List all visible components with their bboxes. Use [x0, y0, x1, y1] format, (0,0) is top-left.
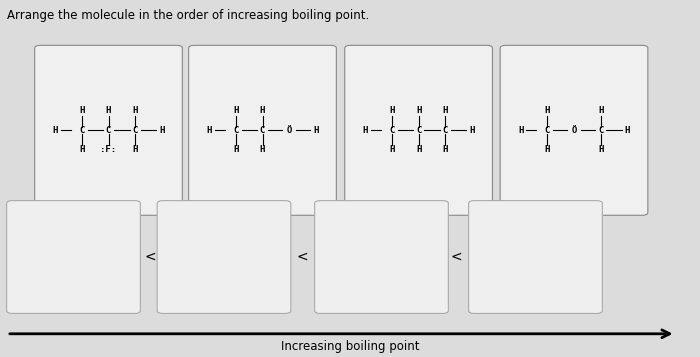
FancyBboxPatch shape [500, 45, 648, 215]
Text: C: C [260, 126, 265, 135]
Text: :F:: :F: [100, 145, 117, 155]
Text: H: H [389, 106, 395, 115]
Text: H: H [545, 106, 550, 115]
Text: H: H [79, 106, 85, 115]
Text: H: H [416, 106, 421, 115]
Text: H: H [416, 145, 421, 155]
Text: Arrange the molecule in the order of increasing boiling point.: Arrange the molecule in the order of inc… [7, 9, 370, 22]
Text: Ö: Ö [571, 126, 577, 135]
FancyBboxPatch shape [315, 201, 449, 313]
Text: Increasing boiling point: Increasing boiling point [281, 341, 419, 353]
Text: H: H [313, 126, 319, 135]
Text: H: H [442, 106, 448, 115]
Text: H: H [363, 126, 368, 135]
Text: <: < [145, 250, 156, 264]
Text: H: H [132, 106, 138, 115]
Text: C: C [106, 126, 111, 135]
FancyBboxPatch shape [469, 201, 602, 313]
Text: H: H [260, 145, 265, 155]
Text: C: C [442, 126, 448, 135]
Text: H: H [159, 126, 164, 135]
Text: H: H [518, 126, 524, 135]
Text: H: H [260, 106, 265, 115]
Text: <: < [451, 250, 462, 264]
Text: C: C [545, 126, 550, 135]
FancyBboxPatch shape [7, 201, 140, 313]
Text: H: H [469, 126, 475, 135]
FancyBboxPatch shape [157, 201, 290, 313]
Text: H: H [79, 145, 85, 155]
Text: C: C [416, 126, 421, 135]
Text: H: H [545, 145, 550, 155]
Text: H: H [132, 145, 138, 155]
Text: H: H [206, 126, 212, 135]
Text: H: H [52, 126, 58, 135]
Text: H: H [233, 145, 239, 155]
Text: C: C [389, 126, 395, 135]
Text: H: H [598, 106, 603, 115]
Text: H: H [624, 126, 630, 135]
FancyBboxPatch shape [344, 45, 493, 215]
FancyBboxPatch shape [34, 45, 182, 215]
Text: C: C [132, 126, 138, 135]
Text: H: H [389, 145, 395, 155]
Text: C: C [233, 126, 239, 135]
Text: C: C [598, 126, 603, 135]
Text: C: C [79, 126, 85, 135]
Text: H: H [442, 145, 448, 155]
Text: H: H [106, 106, 111, 115]
Text: H: H [233, 106, 239, 115]
Text: Ö: Ö [286, 126, 292, 135]
FancyBboxPatch shape [188, 45, 336, 215]
Text: <: < [297, 250, 308, 264]
Text: H: H [598, 145, 603, 155]
